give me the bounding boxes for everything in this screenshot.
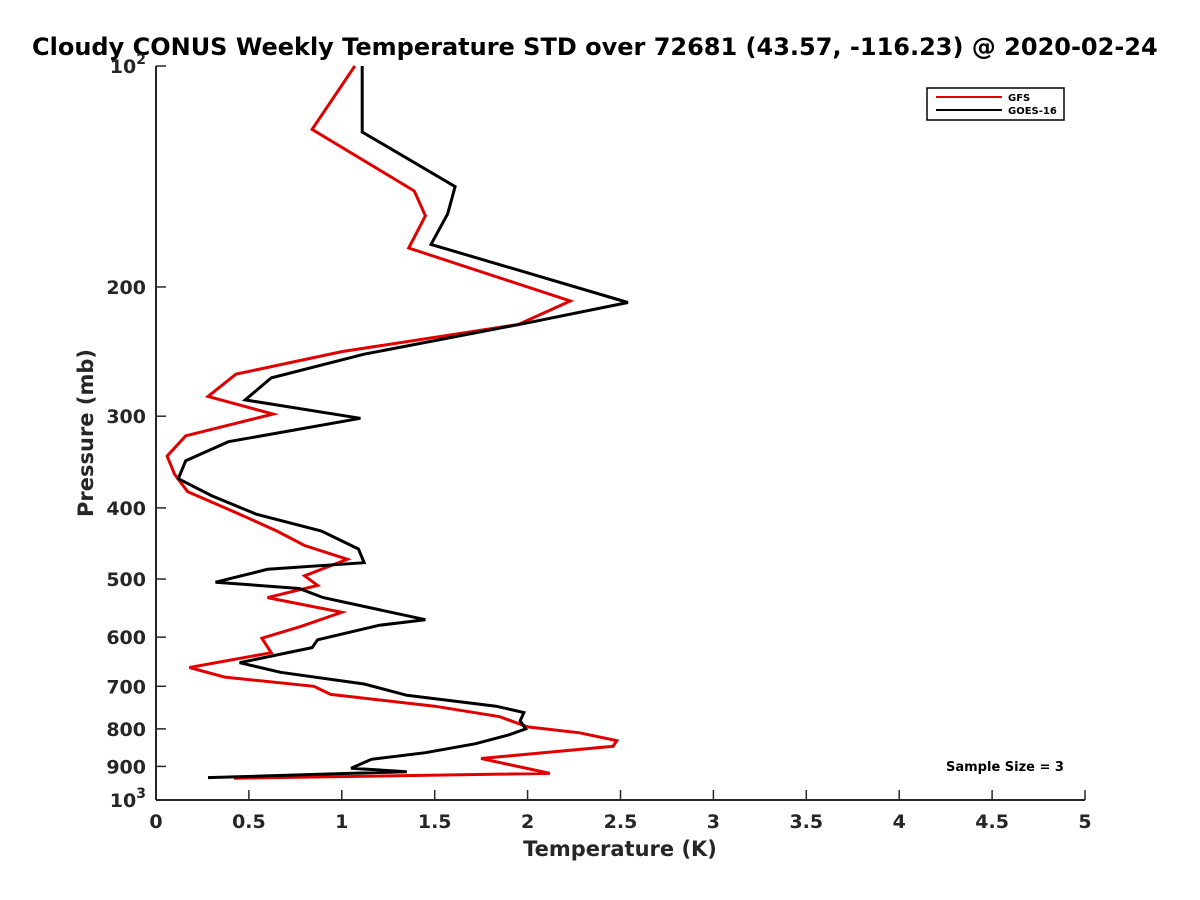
- x-tick-label: 5: [1078, 811, 1091, 833]
- y-tick-label: 200: [106, 277, 146, 299]
- axes-layer: 0 0.5 1 1.5 2 2.5 3 3.5 4 4.5 5 102 200 300 400 500 600 7…: [106, 52, 1091, 833]
- sample-size-annotation: Sample Size = 3: [946, 760, 1064, 775]
- y-tick-label: 102: [110, 52, 146, 78]
- series-line-gfs: [165, 65, 620, 780]
- x-tick-label: 0.5: [232, 811, 266, 833]
- y-tick-label: 103: [110, 786, 146, 812]
- x-tick-label: 3.5: [789, 811, 823, 833]
- series-layer: [165, 65, 629, 780]
- x-tick-label: 1: [335, 811, 348, 833]
- x-tick-label: 4: [893, 811, 906, 833]
- chart-title: Cloudy CONUS Weekly Temperature STD over…: [32, 33, 1158, 61]
- series-line-goes-16: [176, 66, 629, 780]
- legend-label-gfs: GFS: [1008, 93, 1030, 104]
- x-axis-label: Temperature (K): [523, 837, 717, 861]
- y-tick-label: 300: [106, 406, 146, 428]
- legend: GFS GOES-16: [926, 87, 1065, 121]
- y-axis-label: Pressure (mb): [74, 349, 98, 517]
- x-tick-label: 0: [149, 811, 162, 833]
- x-tick-label: 1.5: [418, 811, 452, 833]
- y-tick-label: 700: [106, 676, 146, 698]
- legend-label-goes-16: GOES-16: [1008, 106, 1057, 117]
- y-tick-label: 600: [106, 627, 146, 649]
- legend-box: [926, 87, 1065, 121]
- x-tick-label: 2.5: [604, 811, 638, 833]
- x-tick-label: 4.5: [975, 811, 1009, 833]
- y-tick-label: 500: [106, 569, 146, 591]
- y-tick-label: 800: [106, 719, 146, 741]
- x-tick-label: 3: [707, 811, 720, 833]
- y-tick-label: 400: [106, 498, 146, 520]
- y-tick-label: 900: [106, 756, 146, 778]
- x-tick-label: 2: [521, 811, 534, 833]
